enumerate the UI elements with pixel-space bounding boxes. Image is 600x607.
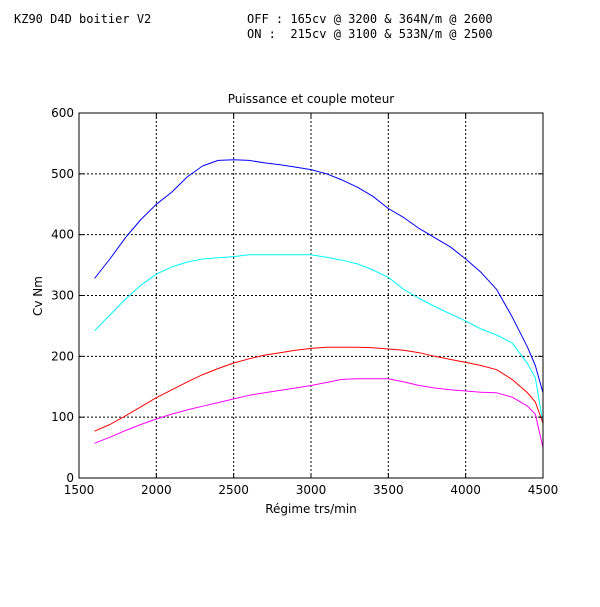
y-tick-label-100: 100 (51, 410, 74, 424)
series-line-3 (94, 346, 544, 432)
y-tick-label-0: 0 (66, 471, 74, 485)
x-tick-label-4000: 4000 (450, 483, 481, 497)
x-tick-label-2000: 2000 (141, 483, 172, 497)
series-line-2 (94, 254, 544, 424)
x-tick-label-3000: 3000 (296, 483, 327, 497)
header-off-line: OFF : 165cv @ 3200 & 364N/m @ 2600 (247, 12, 493, 26)
y-tick-label-600: 600 (51, 106, 74, 120)
x-tick-label-3500: 3500 (373, 483, 404, 497)
series-line-1 (94, 159, 544, 393)
y-axis-label: Cv Nm (31, 276, 45, 316)
series-line-4 (94, 378, 544, 448)
x-tick-label-2500: 2500 (218, 483, 249, 497)
header-on-line: ON : 215cv @ 3100 & 533N/m @ 2500 (247, 27, 493, 41)
x-tick-label-4500: 4500 (528, 483, 559, 497)
header-title: KZ90 D4D boitier V2 (14, 12, 152, 26)
y-tick-label-400: 400 (51, 228, 74, 242)
y-tick-label-500: 500 (51, 167, 74, 181)
grid-lines (79, 113, 543, 478)
series-layer (94, 159, 544, 448)
chart-title: Puissance et couple moteur (228, 92, 395, 106)
y-tick-label-200: 200 (51, 349, 74, 363)
x-axis-label: Régime trs/min (265, 502, 357, 516)
x-tick-label-1500: 1500 (64, 483, 95, 497)
y-tick-label-300: 300 (51, 289, 74, 303)
axis-ticks: 1500 2000 2500 3000 3500 4000 4500 0 100 200 300 40… (51, 106, 558, 497)
